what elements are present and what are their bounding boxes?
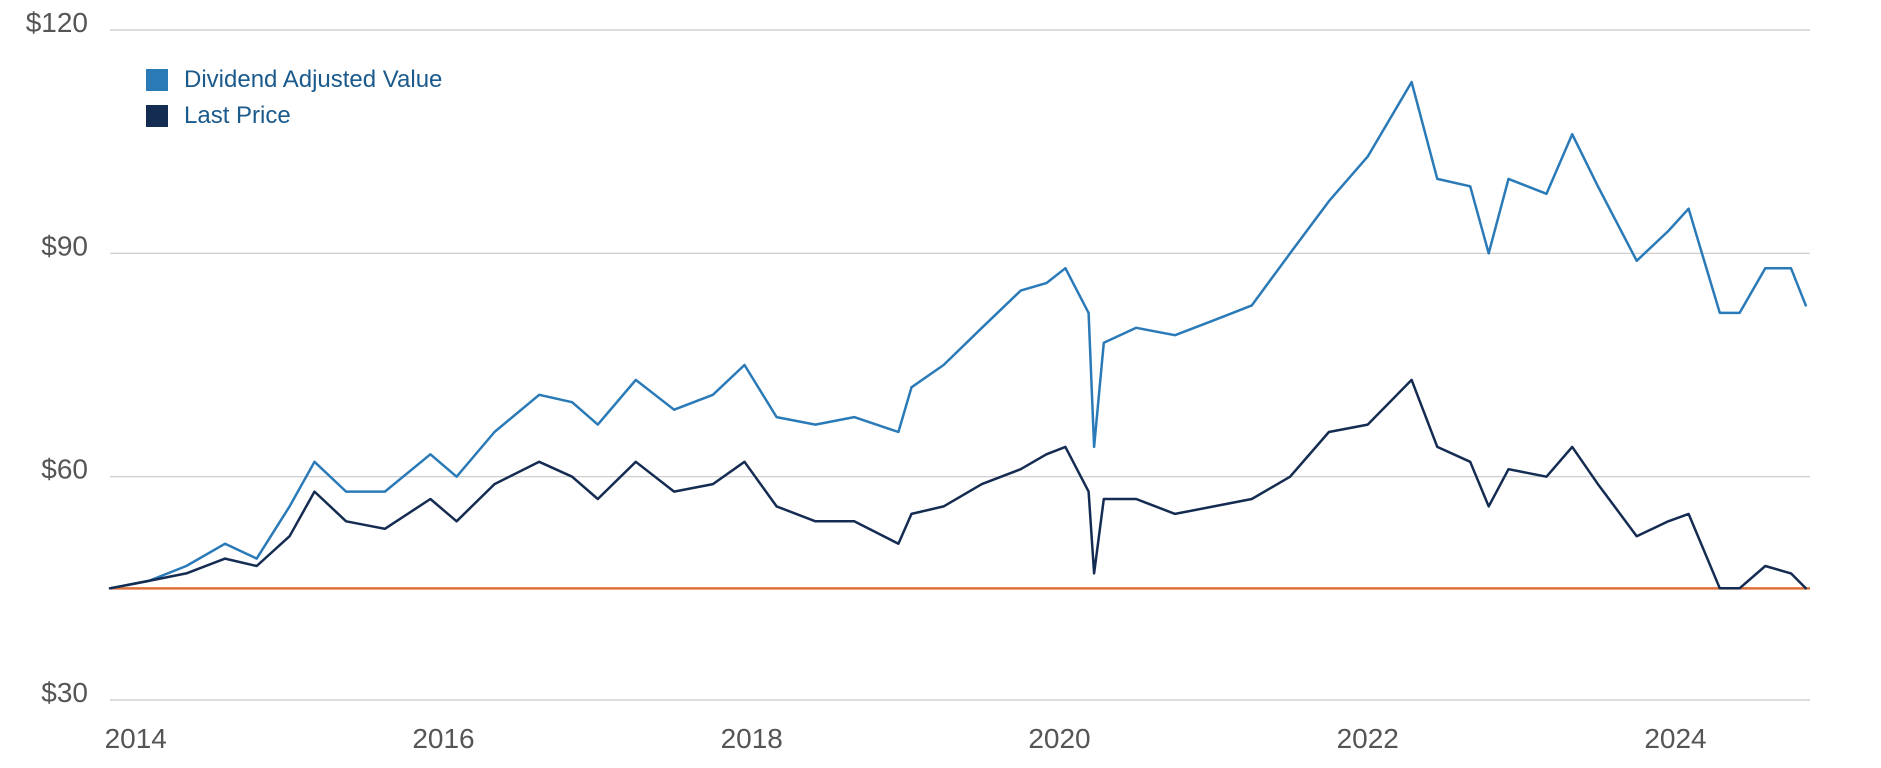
y-tick-label: $120 [26, 7, 88, 38]
grid-layer [110, 29, 1810, 701]
legend-swatch-dividend-adjusted-value [146, 69, 168, 91]
legend-item-dividend-adjusted-value: Dividend Adjusted Value [146, 62, 442, 98]
x-tick-label: 2020 [1028, 723, 1090, 754]
series-layer [108, 80, 1810, 590]
y-tick-label: $60 [41, 454, 88, 485]
x-tick-label: 2024 [1644, 723, 1706, 754]
y-tick-label: $90 [41, 230, 88, 261]
legend: Dividend Adjusted Value Last Price [146, 62, 442, 134]
series-line-last-price [108, 378, 1808, 590]
legend-swatch-last-price [146, 105, 168, 127]
legend-label-dividend-adjusted-value: Dividend Adjusted Value [184, 66, 443, 93]
x-tick-label: 2022 [1337, 723, 1399, 754]
x-tick-label: 2018 [721, 723, 783, 754]
legend-item-last-price: Last Price [146, 98, 442, 134]
x-tick-label: 2014 [105, 723, 167, 754]
x-tick-label: 2016 [412, 723, 474, 754]
series-line-dividend-adjusted-value [108, 80, 1808, 590]
axis-layer: $30 $60 $90 $120 2014 2016 2018 2020 2022 2024 [26, 7, 1707, 754]
y-tick-label: $30 [41, 677, 88, 708]
legend-label-last-price: Last Price [184, 102, 291, 129]
